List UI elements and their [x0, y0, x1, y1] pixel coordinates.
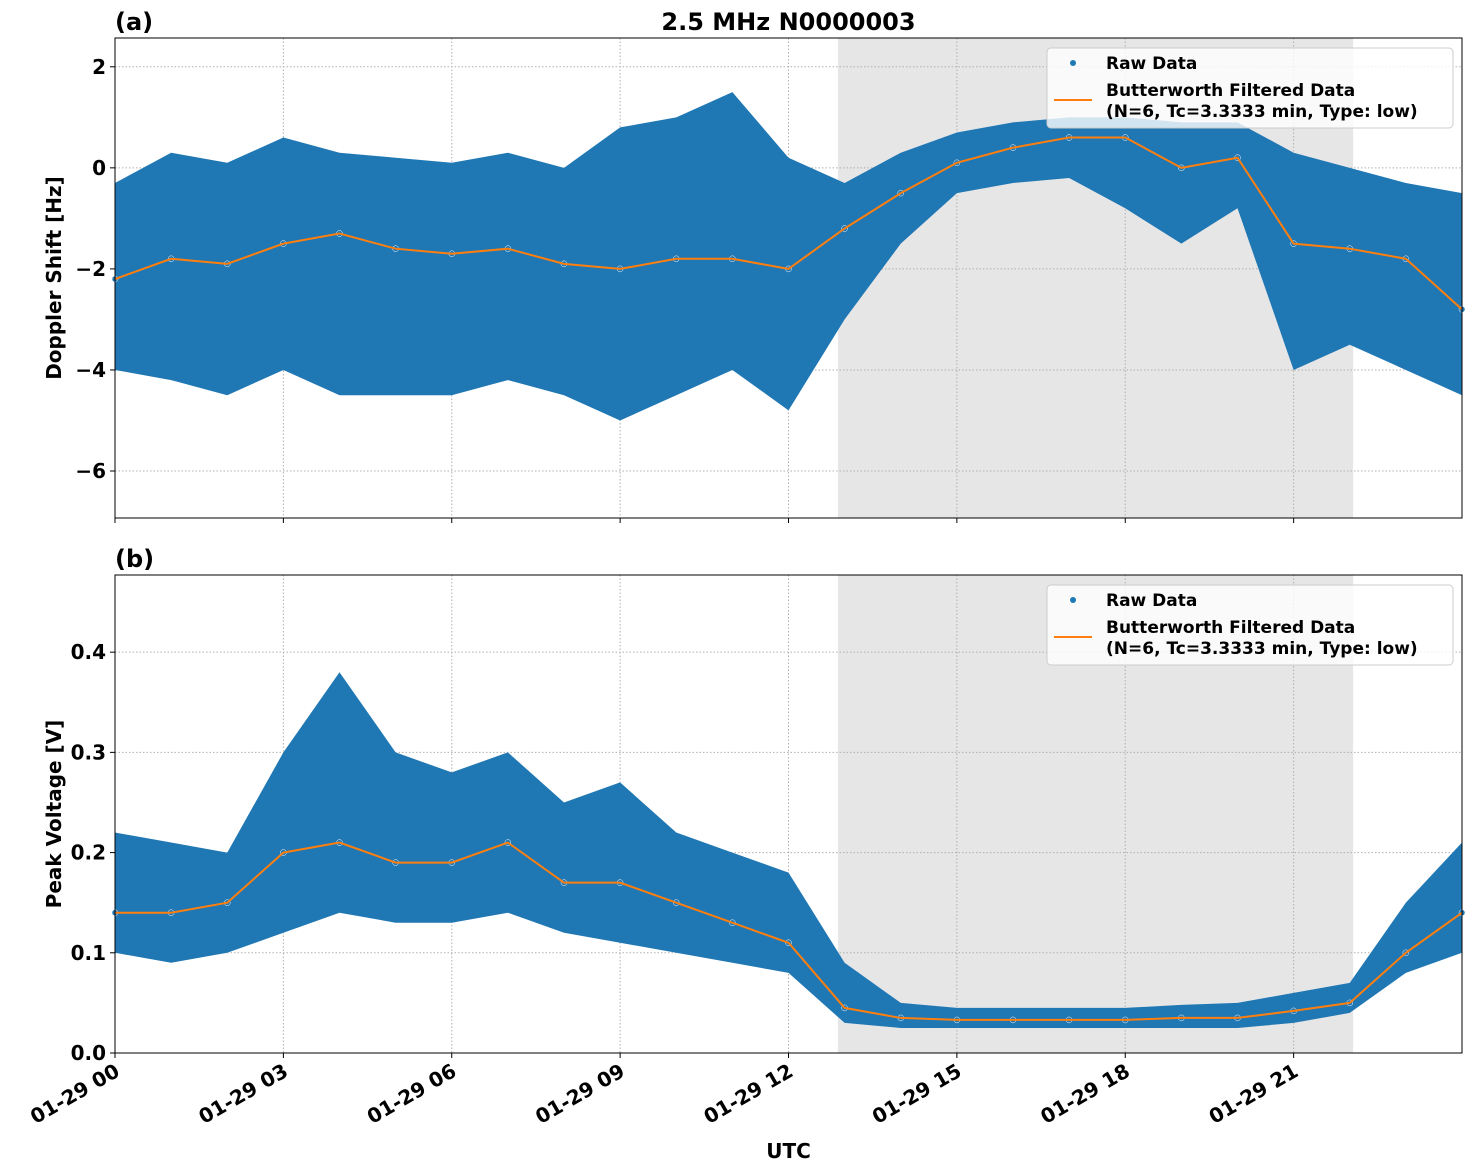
- axes-frame: [114, 37, 1463, 519]
- x-tick-label: 01-29 09: [531, 1059, 629, 1129]
- raw-data-band: [115, 92, 1462, 421]
- x-tick-label: 01-29 18: [1036, 1059, 1134, 1129]
- filtered-data-line: [114, 136, 1463, 311]
- x-tick-label: 01-29 12: [699, 1059, 797, 1129]
- panel-a: −6 −4 −2 0 2 (a) 2.5 MHz N0000003 Doppler Shift…: [42, 8, 1466, 523]
- legend-raw-label: Raw Data: [1106, 54, 1197, 74]
- chart-title: 2.5 MHz N0000003: [661, 8, 915, 36]
- legend: Raw Data Butterworth Filtered Data(N=6, T…: [1046, 47, 1454, 129]
- x-tick-label: 01-29 06: [363, 1059, 461, 1129]
- y-tick-label: 0.2: [71, 841, 106, 865]
- raw-data-band: [115, 672, 1462, 1028]
- legend-raw-marker: [1070, 60, 1076, 66]
- legend-raw-label: Raw Data: [1106, 591, 1197, 611]
- legend-raw-marker: [1070, 597, 1076, 603]
- x-tick-label: 01-29 15: [868, 1059, 966, 1129]
- panel-label: (b): [115, 545, 154, 573]
- legend: Raw Data Butterworth Filtered Data(N=6, T…: [1046, 584, 1454, 666]
- legend-box: [1046, 47, 1454, 129]
- x-axis-label: UTC: [766, 1139, 811, 1163]
- y-tick-label: 0.3: [71, 740, 106, 764]
- legend-filtered-params: (N=6, Tc=3.3333 min, Type: low): [1106, 639, 1418, 659]
- x-tick-label: 01-29 21: [1205, 1059, 1303, 1129]
- y-tick-label: −4: [75, 358, 106, 382]
- y-tick-label: −6: [75, 459, 106, 483]
- y-tick-label: 0.1: [71, 941, 106, 965]
- y-axis-label: Peak Voltage [V]: [42, 720, 66, 909]
- panel-b: 0.0 0.1 0.2 0.3 0.4 (b) Peak Voltage [V] Raw Da…: [26, 545, 1466, 1163]
- y-tick-label: 2: [92, 55, 106, 79]
- legend-box: [1046, 584, 1454, 666]
- legend-filtered-params: (N=6, Tc=3.3333 min, Type: low): [1106, 102, 1418, 122]
- y-axis-label: Doppler Shift [Hz]: [42, 176, 66, 380]
- x-tick-label: 01-29 00: [26, 1059, 124, 1129]
- y-tick-label: 0: [92, 156, 106, 180]
- legend-filtered-label: Butterworth Filtered Data: [1106, 81, 1355, 101]
- y-tick-label: −2: [75, 257, 106, 281]
- y-tick-label: 0.0: [71, 1041, 106, 1065]
- filtered-data-line: [115, 841, 1463, 1021]
- y-tick-label: 0.4: [71, 640, 106, 664]
- axes-frame: [114, 574, 1463, 1054]
- legend-filtered-label: Butterworth Filtered Data: [1106, 618, 1355, 638]
- panel-label: (a): [115, 8, 153, 36]
- x-tick-label: 01-29 03: [194, 1059, 292, 1129]
